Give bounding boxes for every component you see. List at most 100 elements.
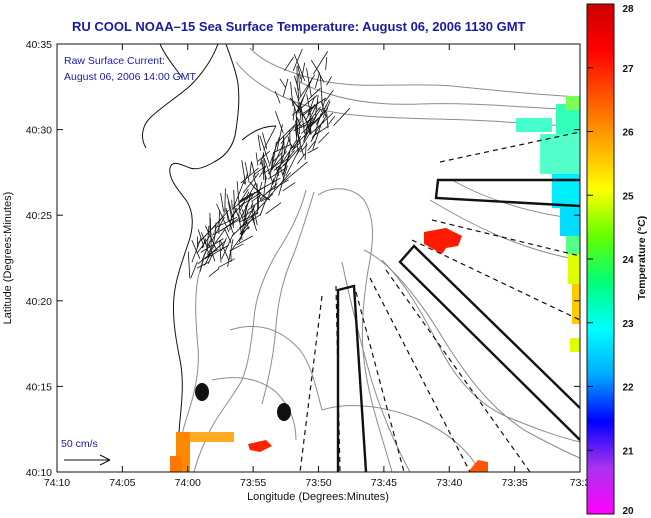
current-vector bbox=[258, 181, 263, 196]
current-vector bbox=[322, 100, 331, 118]
y-tick-label: 40:20 bbox=[26, 296, 52, 308]
current-vector bbox=[307, 147, 319, 154]
current-vector bbox=[197, 224, 217, 244]
current-vector bbox=[191, 240, 201, 259]
current-vector bbox=[300, 117, 314, 127]
coastline bbox=[142, 44, 311, 472]
current-vector bbox=[250, 204, 256, 225]
current-vector bbox=[295, 115, 303, 129]
current-vector bbox=[251, 161, 256, 178]
current-vector bbox=[204, 240, 227, 260]
current-vector bbox=[224, 228, 232, 244]
current-vector bbox=[241, 160, 246, 185]
colorbar-tick-label: 25 bbox=[622, 191, 634, 202]
current-vector bbox=[273, 167, 280, 190]
current-vector bbox=[320, 99, 326, 113]
current-vector bbox=[242, 209, 249, 226]
current-vector bbox=[294, 120, 302, 131]
current-vector bbox=[230, 227, 248, 252]
vector-scale-arrow bbox=[64, 454, 111, 466]
current-vector bbox=[196, 233, 213, 254]
current-vector bbox=[315, 95, 319, 116]
current-vector bbox=[240, 226, 250, 235]
current-vector bbox=[244, 205, 256, 223]
x-tick-label: 74:05 bbox=[109, 477, 135, 489]
y-tick-label: 40:10 bbox=[26, 467, 52, 479]
current-vector bbox=[208, 267, 220, 277]
current-vector bbox=[237, 188, 249, 206]
current-vector bbox=[297, 136, 305, 157]
current-vector bbox=[305, 117, 314, 129]
current-vector bbox=[283, 161, 308, 183]
current-vector bbox=[226, 194, 234, 218]
y-axis-label: Latitude (Degrees:Minutes) bbox=[2, 192, 14, 325]
map-title: RU COOL NOAA–15 Sea Surface Temperature:… bbox=[72, 19, 526, 34]
current-label-line1: Raw Surface Current: bbox=[64, 55, 165, 67]
current-vector bbox=[287, 150, 295, 159]
current-vector bbox=[313, 125, 330, 136]
current-vector bbox=[310, 59, 320, 73]
current-vector bbox=[236, 235, 253, 246]
current-vector bbox=[306, 68, 312, 98]
current-vector bbox=[242, 172, 260, 194]
current-vector bbox=[318, 132, 330, 144]
current-vector bbox=[229, 243, 244, 252]
current-vector bbox=[225, 207, 234, 233]
current-vector bbox=[259, 197, 268, 216]
current-vector bbox=[233, 204, 240, 219]
current-vector bbox=[232, 180, 245, 210]
current-vector bbox=[216, 203, 230, 233]
y-tick-label: 40:35 bbox=[26, 39, 52, 51]
current-vector bbox=[259, 135, 270, 164]
current-vector bbox=[296, 130, 312, 155]
current-vector bbox=[306, 94, 311, 115]
current-vector bbox=[274, 90, 281, 104]
current-vector bbox=[187, 251, 191, 279]
x-tick-label: 74:00 bbox=[175, 477, 201, 489]
colorbar-tick-label: 22 bbox=[622, 383, 634, 394]
current-vector bbox=[239, 217, 254, 235]
x-tick-label: 73:40 bbox=[436, 477, 462, 489]
current-vector bbox=[212, 218, 241, 236]
current-vector bbox=[259, 153, 265, 165]
colorbar-ticks: 28 27 26 25 24 23 22 21 20 bbox=[587, 3, 634, 517]
current-vector bbox=[293, 53, 306, 81]
current-vector bbox=[292, 141, 302, 151]
current-vector bbox=[294, 75, 300, 91]
current-vector bbox=[207, 244, 229, 258]
current-vector bbox=[268, 178, 275, 196]
current-vector bbox=[233, 189, 235, 206]
current-vector bbox=[295, 113, 298, 137]
colorbar-tick-label: 20 bbox=[622, 506, 634, 517]
current-vector bbox=[262, 160, 284, 175]
current-vector bbox=[299, 97, 327, 116]
current-vector bbox=[324, 89, 334, 102]
y-axis-ticks: 40:35 40:30 40:25 40:20 40:15 40:10 bbox=[26, 39, 580, 479]
current-vector bbox=[296, 80, 300, 98]
current-vector bbox=[312, 51, 329, 75]
current-vector bbox=[297, 65, 301, 80]
y-tick-label: 40:15 bbox=[26, 381, 52, 393]
current-vector bbox=[309, 111, 312, 136]
current-vector bbox=[253, 165, 267, 175]
current-vector bbox=[292, 107, 295, 121]
station-dot-east bbox=[277, 403, 291, 421]
current-vector bbox=[328, 115, 336, 125]
bathymetry-contours bbox=[175, 47, 580, 472]
current-vector bbox=[265, 202, 282, 215]
map-plot-area bbox=[57, 44, 580, 472]
current-vector bbox=[303, 106, 321, 129]
current-vector bbox=[300, 103, 305, 134]
current-vector bbox=[231, 223, 246, 237]
current-vector bbox=[255, 152, 259, 166]
colorbar-tick-label: 27 bbox=[622, 64, 634, 75]
colorbar-tick-label: 21 bbox=[622, 446, 634, 457]
current-vector bbox=[208, 245, 215, 255]
current-vector bbox=[211, 216, 225, 242]
current-vector bbox=[325, 57, 328, 71]
current-vector bbox=[207, 225, 210, 247]
x-tick-label: 73:55 bbox=[240, 477, 266, 489]
current-vector bbox=[262, 132, 268, 150]
current-vector bbox=[224, 188, 226, 213]
current-vector bbox=[196, 261, 210, 269]
